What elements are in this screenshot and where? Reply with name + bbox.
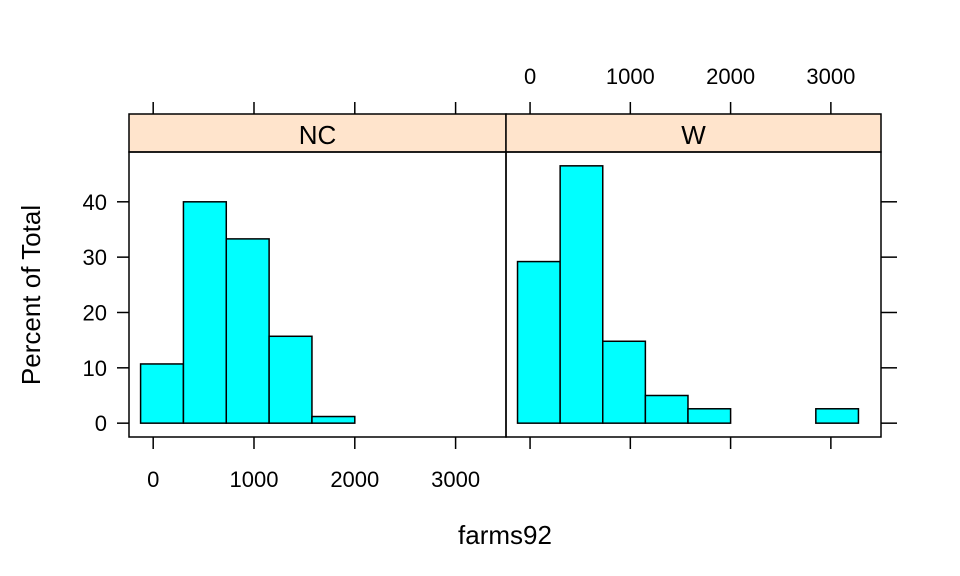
axes: 0 0 1000 1000 2000 2000 3000 3000 0 10 20 30 40 [83,64,897,492]
histogram-bar [182,201,228,424]
strip-background [128,113,507,153]
x-tick-label-top: 0 [524,64,536,89]
panel-nc: NC [128,113,507,438]
histogram-bar [311,415,356,424]
x-axis-title: farms92 [458,520,552,550]
x-tick-label-top: 3000 [806,64,855,89]
y-tick-label: 0 [95,411,107,436]
histogram-bar [602,340,647,424]
histogram-bar [268,335,313,424]
y-axis-title: Percent of Total [16,205,46,385]
panels: NC W [128,113,882,438]
panel-frame [505,151,882,438]
x-tick-label-bottom: 3000 [431,467,480,492]
panel-w: W [505,113,882,438]
x-tick-label-bottom: 0 [147,467,159,492]
y-tick-label: 10 [83,356,107,381]
histogram-bar [687,408,732,424]
y-tick-label: 30 [83,245,107,270]
histogram-bar [815,408,860,424]
histogram-bar [559,165,604,424]
histogram-bar [139,363,185,424]
x-tick-label-top: 2000 [706,64,755,89]
strip-background [505,113,882,153]
x-tick-label-bottom: 2000 [330,467,379,492]
y-tick-label: 40 [83,190,107,215]
strip-label: W [681,120,706,150]
x-tick-label-bottom: 1000 [230,467,279,492]
x-tick-label-top: 1000 [606,64,655,89]
strip-label: NC [299,120,337,150]
histogram-bar [516,260,561,424]
histogram-bar [225,238,270,424]
histogram-bar [644,394,689,424]
y-tick-label: 20 [83,300,107,325]
